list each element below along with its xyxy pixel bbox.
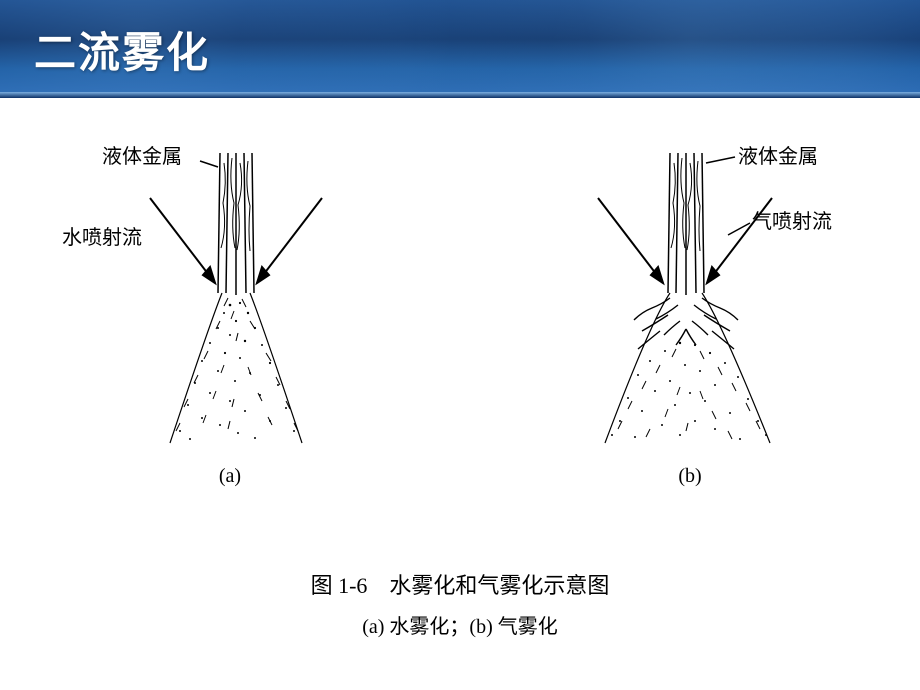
diagram-b-svg	[550, 143, 830, 463]
caption-main: 图 1-6 水雾化和气雾化示意图	[0, 568, 920, 600]
label-b-top: 液体金属	[738, 140, 818, 169]
slide-header: 二流雾化	[0, 0, 920, 98]
diagram-a: 液体金属 水喷射流 (a)	[90, 143, 370, 463]
slide-title: 二流雾化	[34, 19, 210, 80]
figure-caption: 图 1-6 水雾化和气雾化示意图 (a) 水雾化；(b) 气雾化	[0, 568, 920, 639]
diagram-a-svg	[90, 143, 370, 463]
label-a-top: 液体金属	[102, 140, 182, 169]
label-a-side: 水喷射流	[62, 221, 142, 250]
label-b-side: 气喷射流	[752, 205, 832, 234]
sublabel-b: (b)	[550, 465, 830, 488]
sublabel-a: (a)	[90, 465, 370, 488]
figure-pair: 液体金属 水喷射流 (a)	[0, 143, 920, 463]
caption-sub: (a) 水雾化；(b) 气雾化	[0, 610, 920, 639]
diagram-b: 液体金属 气喷射流 (b)	[550, 143, 830, 463]
slide-content: 液体金属 水喷射流 (a)	[0, 98, 920, 690]
